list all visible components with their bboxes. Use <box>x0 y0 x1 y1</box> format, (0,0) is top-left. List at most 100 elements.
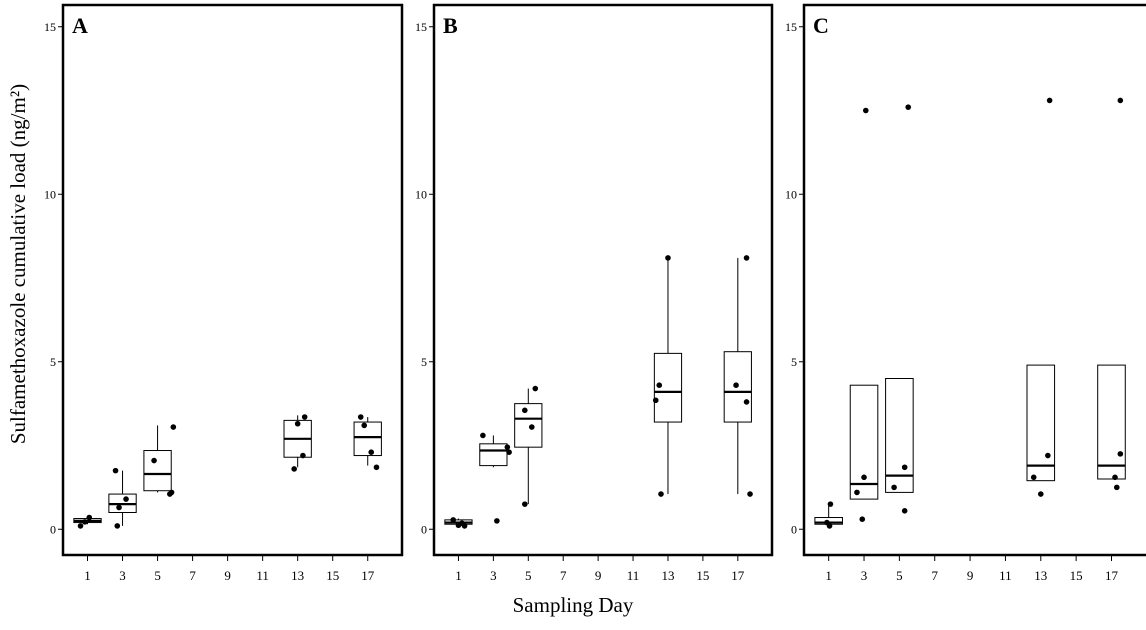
y-tick-label: 15 <box>44 20 56 34</box>
data-point <box>656 382 663 389</box>
box <box>849 384 879 500</box>
data-point <box>826 523 833 529</box>
x-tick-label: 13 <box>291 568 304 583</box>
data-point <box>901 464 908 471</box>
data-point <box>506 449 512 456</box>
data-point <box>859 516 866 522</box>
panel-label: A <box>72 13 88 38</box>
data-point <box>77 523 84 529</box>
data-point <box>357 414 364 420</box>
data-point <box>1117 451 1124 457</box>
x-tick-label: 17 <box>731 568 745 583</box>
data-point <box>1045 452 1051 459</box>
data-point <box>86 514 93 521</box>
x-axis-title: Sampling Day <box>513 593 634 617</box>
panel-frame <box>432 3 774 557</box>
box <box>1097 364 1126 480</box>
data-point <box>461 523 468 529</box>
x-tick-label: 17 <box>361 568 375 583</box>
data-point <box>862 107 869 114</box>
y-tick-label: 15 <box>415 20 427 34</box>
box <box>479 443 508 467</box>
y-tick-label: 10 <box>785 187 797 201</box>
x-tick-label: 9 <box>224 568 231 583</box>
box <box>353 421 382 457</box>
data-point <box>1037 491 1044 497</box>
y-tick-label: 10 <box>44 187 56 201</box>
x-tick-label: 11 <box>999 568 1012 583</box>
data-point <box>528 424 535 430</box>
x-tick-label: 13 <box>661 568 674 583</box>
data-point <box>368 449 375 456</box>
x-tick-label: 15 <box>696 568 709 583</box>
x-tick-label: 3 <box>490 568 497 583</box>
data-point <box>82 519 88 525</box>
x-tick-label: 5 <box>525 568 532 583</box>
data-point <box>1112 474 1118 481</box>
x-tick-label: 17 <box>1105 568 1119 583</box>
y-axis-title: Sulfamethoxazole cumulative load (ng/m²) <box>6 84 30 444</box>
box <box>514 403 543 448</box>
data-point <box>1113 484 1120 491</box>
x-tick-label: 9 <box>967 568 974 583</box>
data-point <box>747 491 753 497</box>
x-tick-label: 5 <box>154 568 161 583</box>
x-tick-label: 13 <box>1034 568 1047 583</box>
data-point <box>361 422 368 429</box>
box <box>1026 364 1056 482</box>
y-tick-label: 10 <box>415 187 427 201</box>
data-point <box>291 466 297 472</box>
data-point <box>665 255 671 261</box>
x-tick-label: 11 <box>256 568 269 583</box>
data-point <box>532 385 539 392</box>
data-point <box>522 407 528 414</box>
panel-frame <box>61 3 404 557</box>
data-point <box>854 489 860 496</box>
data-point <box>114 523 121 529</box>
data-point <box>905 104 912 110</box>
y-tick-label: 0 <box>791 522 797 536</box>
x-tick-label: 15 <box>1070 568 1083 583</box>
data-point <box>901 508 908 514</box>
y-tick-label: 15 <box>785 20 797 34</box>
data-point <box>861 474 867 481</box>
data-point <box>450 517 457 523</box>
box <box>885 378 914 493</box>
data-point <box>658 491 664 497</box>
data-point <box>743 255 750 261</box>
x-tick-label: 1 <box>825 568 832 583</box>
data-point <box>294 420 301 427</box>
x-tick-label: 15 <box>326 568 339 583</box>
y-tick-label: 0 <box>421 522 427 536</box>
data-point <box>480 432 486 439</box>
x-tick-label: 5 <box>896 568 903 583</box>
data-point <box>504 444 511 450</box>
y-tick-label: 5 <box>791 355 797 369</box>
data-point <box>891 484 897 491</box>
y-tick-label: 0 <box>50 522 56 536</box>
x-tick-label: 1 <box>84 568 91 583</box>
panel-frame <box>802 3 1146 557</box>
x-tick-label: 11 <box>627 568 640 583</box>
data-point <box>123 496 129 502</box>
x-tick-label: 1 <box>455 568 462 583</box>
data-point <box>151 457 157 464</box>
panel-label: B <box>443 13 458 38</box>
data-point <box>301 414 308 420</box>
data-point <box>112 467 119 474</box>
data-point <box>373 464 380 471</box>
box <box>143 450 172 492</box>
data-point <box>170 424 177 430</box>
data-point <box>1117 97 1124 104</box>
data-point <box>743 399 750 405</box>
data-point <box>827 501 834 507</box>
data-point <box>522 501 528 507</box>
x-tick-label: 7 <box>931 568 938 583</box>
data-point <box>300 452 306 459</box>
data-point <box>1030 474 1037 481</box>
x-tick-label: 9 <box>595 568 602 583</box>
panel-label: C <box>813 13 829 38</box>
